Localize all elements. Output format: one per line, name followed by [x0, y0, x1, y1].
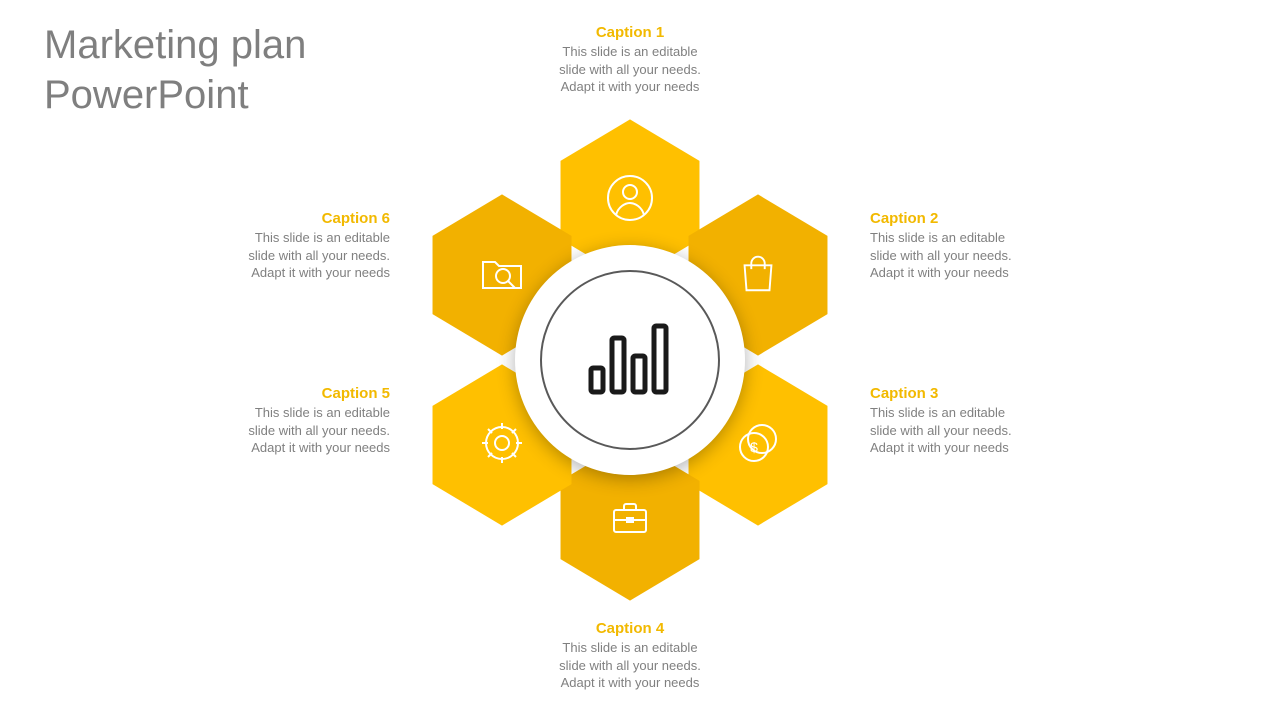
briefcase-icon [606, 494, 654, 547]
caption-2: Caption 2 This slide is an editable slid… [870, 210, 1090, 282]
caption-title: Caption 1 [520, 24, 740, 41]
caption-title: Caption 3 [870, 385, 1090, 402]
folder-search-icon [477, 248, 527, 303]
page-title: Marketing planPowerPoint [44, 20, 306, 120]
caption-title: Caption 2 [870, 210, 1090, 227]
caption-1: Caption 1 This slide is an editable slid… [520, 24, 740, 96]
caption-body: This slide is an editable slide with all… [520, 639, 740, 692]
caption-body: This slide is an editable slide with all… [170, 404, 390, 457]
user-icon [605, 173, 655, 228]
slide: Marketing planPowerPoint [0, 0, 1280, 720]
caption-title: Caption 6 [170, 210, 390, 227]
caption-6: Caption 6 This slide is an editable slid… [170, 210, 390, 282]
bar-chart-icon [585, 318, 675, 403]
caption-5: Caption 5 This slide is an editable slid… [170, 385, 390, 457]
bag-icon [735, 250, 781, 301]
hex-diagram: $ [385, 115, 875, 605]
center-circle [515, 245, 745, 475]
caption-title: Caption 4 [520, 620, 740, 637]
caption-3: Caption 3 This slide is an editable slid… [870, 385, 1090, 457]
gear-icon [478, 419, 526, 472]
caption-4: Caption 4 This slide is an editable slid… [520, 620, 740, 692]
caption-body: This slide is an editable slide with all… [520, 43, 740, 96]
caption-title: Caption 5 [170, 385, 390, 402]
svg-text:$: $ [750, 439, 758, 455]
caption-body: This slide is an editable slide with all… [170, 229, 390, 282]
center-inner-ring [540, 270, 720, 450]
caption-body: This slide is an editable slide with all… [870, 404, 1090, 457]
coin-icon: $ [734, 419, 782, 472]
caption-body: This slide is an editable slide with all… [870, 229, 1090, 282]
